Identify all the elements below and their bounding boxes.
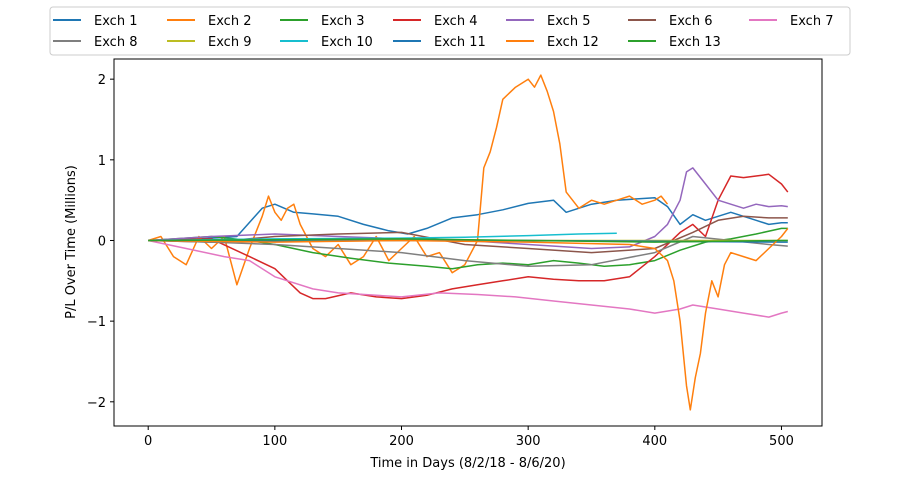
series-line-exch-12 — [148, 227, 789, 411]
legend-item-exch-5: Exch 5 — [506, 14, 590, 29]
legend-label: Exch 9 — [208, 35, 251, 50]
legend-item-exch-11: Exch 11 — [393, 35, 486, 50]
y-tick-label: −2 — [87, 396, 106, 411]
legend-label: Exch 11 — [434, 35, 486, 50]
legend: Exch 1 Exch 2 Exch 3 Exch 4 Exch 5 Exch 6 Exch… — [49, 6, 851, 56]
x-tick-label: 300 — [516, 434, 541, 449]
legend-label: Exch 12 — [547, 35, 599, 50]
y-tick-label: 1 — [98, 154, 106, 169]
legend-item-exch-3: Exch 3 — [280, 14, 364, 29]
x-tick-label: 100 — [262, 434, 287, 449]
legend-item-exch-1: Exch 1 — [53, 14, 137, 29]
x-tick-label: 0 — [144, 434, 152, 449]
legend-label: Exch 1 — [94, 14, 137, 29]
x-tick-label: 400 — [642, 434, 667, 449]
y-tick-label: −1 — [87, 315, 106, 330]
y-axis-ticks: −2 −1 0 1 2 — [87, 73, 114, 411]
series-line-exch-13 — [148, 238, 788, 243]
plot-area-frame — [113, 58, 823, 427]
legend-item-exch-12: Exch 12 — [506, 35, 599, 50]
legend-item-exch-10: Exch 10 — [280, 35, 373, 50]
legend-item-exch-4: Exch 4 — [393, 14, 477, 29]
x-axis-ticks: 0 100 200 300 400 500 — [144, 426, 794, 449]
legend-label: Exch 13 — [669, 35, 721, 50]
legend-item-exch-2: Exch 2 — [167, 14, 251, 29]
x-tick-label: 200 — [389, 434, 414, 449]
y-tick-label: 0 — [98, 234, 106, 249]
legend-label: Exch 10 — [321, 35, 373, 50]
legend-label: Exch 4 — [434, 14, 477, 29]
x-tick-label: 500 — [769, 434, 794, 449]
legend-item-exch-9: Exch 9 — [167, 35, 251, 50]
series-line-exch-4 — [148, 173, 789, 300]
series-line-exch-6 — [148, 215, 788, 254]
x-axis-label: Time in Days (8/2/18 - 8/6/20) — [369, 456, 565, 471]
legend-label: Exch 6 — [669, 14, 712, 29]
y-tick-label: 2 — [98, 73, 106, 88]
legend-label: Exch 3 — [321, 14, 364, 29]
series-layer — [147, 74, 789, 411]
legend-label: Exch 2 — [208, 14, 251, 29]
legend-item-exch-13: Exch 13 — [628, 35, 721, 50]
legend-label: Exch 7 — [790, 14, 833, 29]
series-line-exch-7 — [148, 239, 788, 318]
legend-item-exch-7: Exch 7 — [749, 14, 833, 29]
series-line-exch-10 — [148, 232, 617, 242]
legend-label: Exch 5 — [547, 14, 590, 29]
legend-item-exch-6: Exch 6 — [628, 14, 712, 29]
y-axis-label: P/L Over Time (Millions) — [64, 165, 79, 319]
legend-label: Exch 8 — [94, 35, 137, 50]
legend-item-exch-8: Exch 8 — [53, 35, 137, 50]
